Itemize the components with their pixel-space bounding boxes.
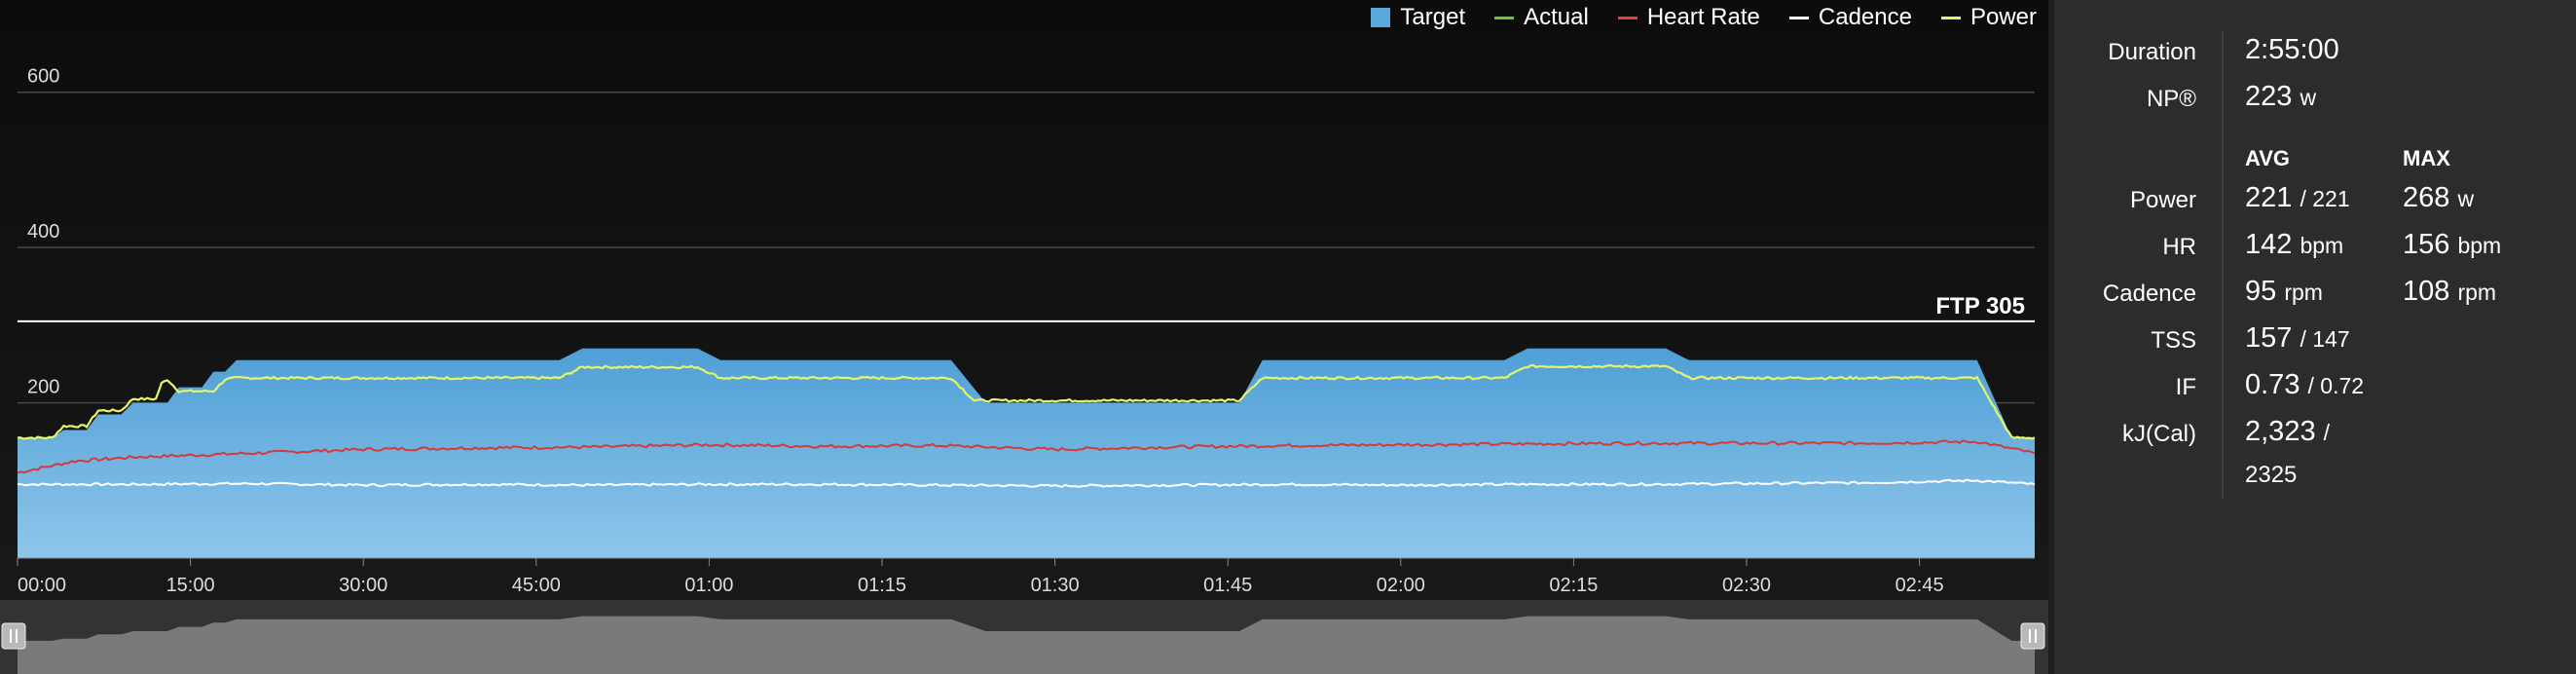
legend-item-cadence[interactable]: Cadence [1788, 4, 1912, 31]
if-label: IF [2175, 374, 2196, 400]
cadence-label: Cadence [2102, 281, 2196, 307]
power-line [17, 363, 2036, 440]
legend-label: Cadence [1818, 4, 1912, 30]
kj-cal-label: kJ(Cal) [2122, 421, 2196, 447]
workout-chart-panel: 200 400 600 FTP 305 00:00 15:00 30:00 45:00 01:0… [0, 0, 2048, 674]
y-tick-label: 200 [27, 377, 59, 398]
x-tick-label: 01:00 [684, 575, 733, 596]
np-label: NP® [2146, 86, 2196, 112]
power-label: Power [2129, 187, 2196, 213]
x-tick-label: 02:45 [1895, 575, 1944, 596]
tss-avg-value: 157 / 147 [2245, 322, 2350, 354]
legend-item-power[interactable]: Power [1940, 4, 2037, 31]
legend-item-target[interactable]: Target [1371, 4, 1465, 31]
avg-header: AVG [2245, 146, 2291, 170]
legend-item-heart-rate[interactable]: Heart Rate [1617, 4, 1760, 31]
legend-swatch [1371, 8, 1391, 27]
kj-cal-avg-value: 2,323 / [2245, 416, 2331, 447]
cadence-line [17, 478, 2036, 488]
legend-item-actual[interactable]: Actual [1494, 4, 1589, 31]
x-tick-label: 01:15 [858, 575, 906, 596]
hr-max-value: 156 bpm [2403, 229, 2502, 260]
y-tick-label: 600 [27, 66, 59, 88]
x-tick-label: 00:00 [18, 575, 66, 596]
navigator-left-handle[interactable] [1, 622, 26, 650]
workout-chart: 200 400 600 FTP 305 00:00 15:00 30:00 45:00 01:0… [0, 66, 2048, 674]
x-tick-label: 01:30 [1031, 575, 1080, 596]
heart-rate-line [17, 439, 2036, 474]
navigator-right-handle[interactable] [2020, 622, 2045, 650]
cadence-max-value: 108 rpm [2403, 276, 2497, 307]
if-avg-value: 0.73 / 0.72 [2245, 369, 2365, 400]
cadence-avg-value: 95 rpm [2245, 276, 2323, 307]
ftp-label: FTP 305 [1935, 293, 2025, 319]
np-value: 223 w [2245, 81, 2317, 112]
x-tick-label: 02:00 [1377, 575, 1425, 596]
legend-label: Target [1400, 4, 1466, 30]
x-tick-label: 01:45 [1203, 575, 1252, 596]
x-tick-label: 02:15 [1549, 575, 1598, 596]
stats-panel [2048, 0, 2576, 674]
tss-label: TSS [2151, 327, 2196, 354]
target-area [18, 348, 2035, 558]
power-avg-value: 221 / 221 [2245, 182, 2350, 213]
max-header: MAX [2403, 146, 2450, 170]
legend-label: Actual [1524, 4, 1589, 30]
power-max-value: 268 w [2403, 182, 2475, 213]
kj-cal-continued: 2325 [2245, 462, 2298, 488]
x-tick-label: 15:00 [166, 575, 215, 596]
hr-avg-value: 142 bpm [2245, 229, 2344, 260]
legend-label: Power [1969, 4, 2037, 30]
hr-label: HR [2162, 234, 2196, 260]
x-tick-label: 30:00 [339, 575, 387, 596]
legend-swatch [1940, 16, 1961, 19]
x-tick-label: 45:00 [512, 575, 561, 596]
navigator-area [18, 616, 2035, 674]
legend-swatch [1617, 16, 1638, 19]
y-tick-label: 400 [27, 221, 59, 243]
legend-swatch [1788, 16, 1809, 19]
duration-label: Duration [2108, 39, 2196, 65]
legend-swatch [1494, 16, 1515, 19]
stats-divider [2222, 31, 2224, 499]
x-tick-label: 02:30 [1722, 575, 1771, 596]
duration-value: 2:55:00 [2245, 34, 2339, 65]
legend-label: Heart Rate [1646, 4, 1760, 30]
chart-legend: Target Actual Heart Rate Cadence Power [1371, 4, 2037, 31]
